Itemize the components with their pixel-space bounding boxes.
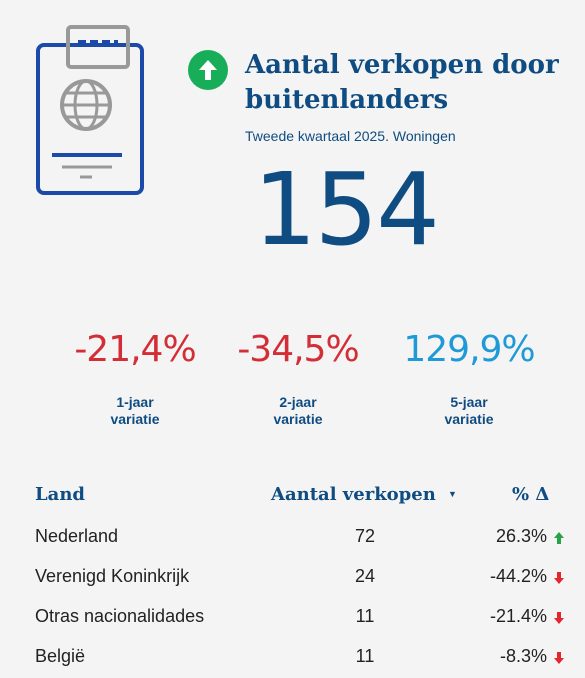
stat-label: 1-jaar variatie	[110, 394, 160, 427]
country-cell: Verenigd Koninkrijk	[35, 566, 190, 586]
arrow-down-icon	[554, 652, 564, 664]
card-subtitle: Tweede kwartaal 2025. Woningen	[245, 128, 456, 144]
country-cell: België	[35, 646, 86, 666]
passport-icon	[36, 25, 144, 195]
table-header: Land Aantal verkopen ▼ % Δ	[0, 478, 585, 518]
change-cell: -8.3%	[499, 646, 547, 666]
stat-2-year: -34,5% 2-jaar variatie	[203, 326, 393, 428]
sales-cell: 24	[354, 566, 376, 586]
sort-desc-icon[interactable]: ▼	[448, 489, 457, 499]
country-cell: Otras nacionalidades	[35, 606, 205, 626]
column-header-sales[interactable]: Aantal verkopen	[271, 484, 436, 505]
arrow-up-circle-icon	[188, 50, 228, 90]
stat-value: -34,5%	[237, 329, 359, 370]
card-title: Aantal verkopen door buitenlanders	[245, 50, 559, 115]
change-cell: -44.2%	[489, 566, 547, 586]
table-row: Verenigd Koninkrijk 24 -44.2%	[0, 558, 585, 598]
table-row: Nederland 72 26.3%	[0, 518, 585, 558]
sales-cell: 72	[354, 526, 376, 546]
column-header-change[interactable]: % Δ	[512, 484, 550, 505]
table-row: België 11 -8.3%	[0, 638, 585, 678]
country-cell: Nederland	[35, 526, 119, 546]
table-row: Otras nacionalidades 11 -21.4%	[0, 598, 585, 638]
stat-value: 129,9%	[403, 329, 535, 370]
stat-label: 5-jaar variatie	[444, 394, 494, 427]
arrow-up-icon	[554, 532, 564, 544]
change-cell: 26.3%	[495, 526, 547, 546]
stat-5-year: 129,9% 5-jaar variatie	[374, 326, 564, 428]
arrow-down-icon	[554, 572, 564, 584]
arrow-down-icon	[554, 612, 564, 624]
stat-1-year: -21,4% 1-jaar variatie	[40, 326, 230, 428]
column-header-country[interactable]: Land	[35, 484, 85, 505]
stat-value: -21,4%	[74, 329, 196, 370]
sales-total: 154	[253, 151, 440, 268]
sales-table: Land Aantal verkopen ▼ % Δ Nederland 72 …	[0, 478, 585, 678]
sales-cell: 11	[355, 606, 375, 626]
stat-label: 2-jaar variatie	[273, 394, 323, 427]
sales-cell: 11	[355, 646, 375, 666]
change-cell: -21.4%	[489, 606, 547, 626]
